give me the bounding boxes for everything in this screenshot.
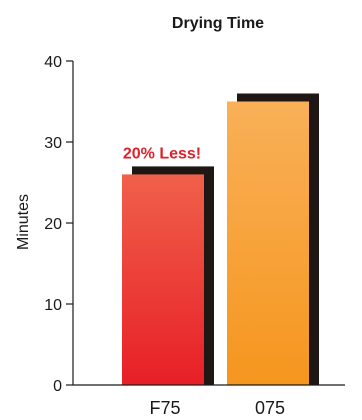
y-tick-label: 0 <box>53 378 62 395</box>
bar-f75 <box>122 174 204 385</box>
y-tick-label: 40 <box>44 54 62 71</box>
bars <box>122 93 319 385</box>
y-axis: 0 10 20 30 40 <box>44 54 74 395</box>
chart-title: Drying Time <box>172 15 264 32</box>
x-tick-label: 075 <box>255 398 285 418</box>
y-axis-label: Minutes <box>15 194 32 250</box>
y-tick-label: 20 <box>44 216 62 233</box>
x-tick-label: F75 <box>149 398 180 418</box>
y-tick-label: 10 <box>44 297 62 314</box>
annotations: 20% Less! <box>123 145 201 162</box>
x-axis: F75 075 <box>73 384 345 418</box>
y-tick-label: 30 <box>44 135 62 152</box>
bar-annotation: 20% Less! <box>123 145 201 162</box>
bar-075 <box>227 101 309 385</box>
